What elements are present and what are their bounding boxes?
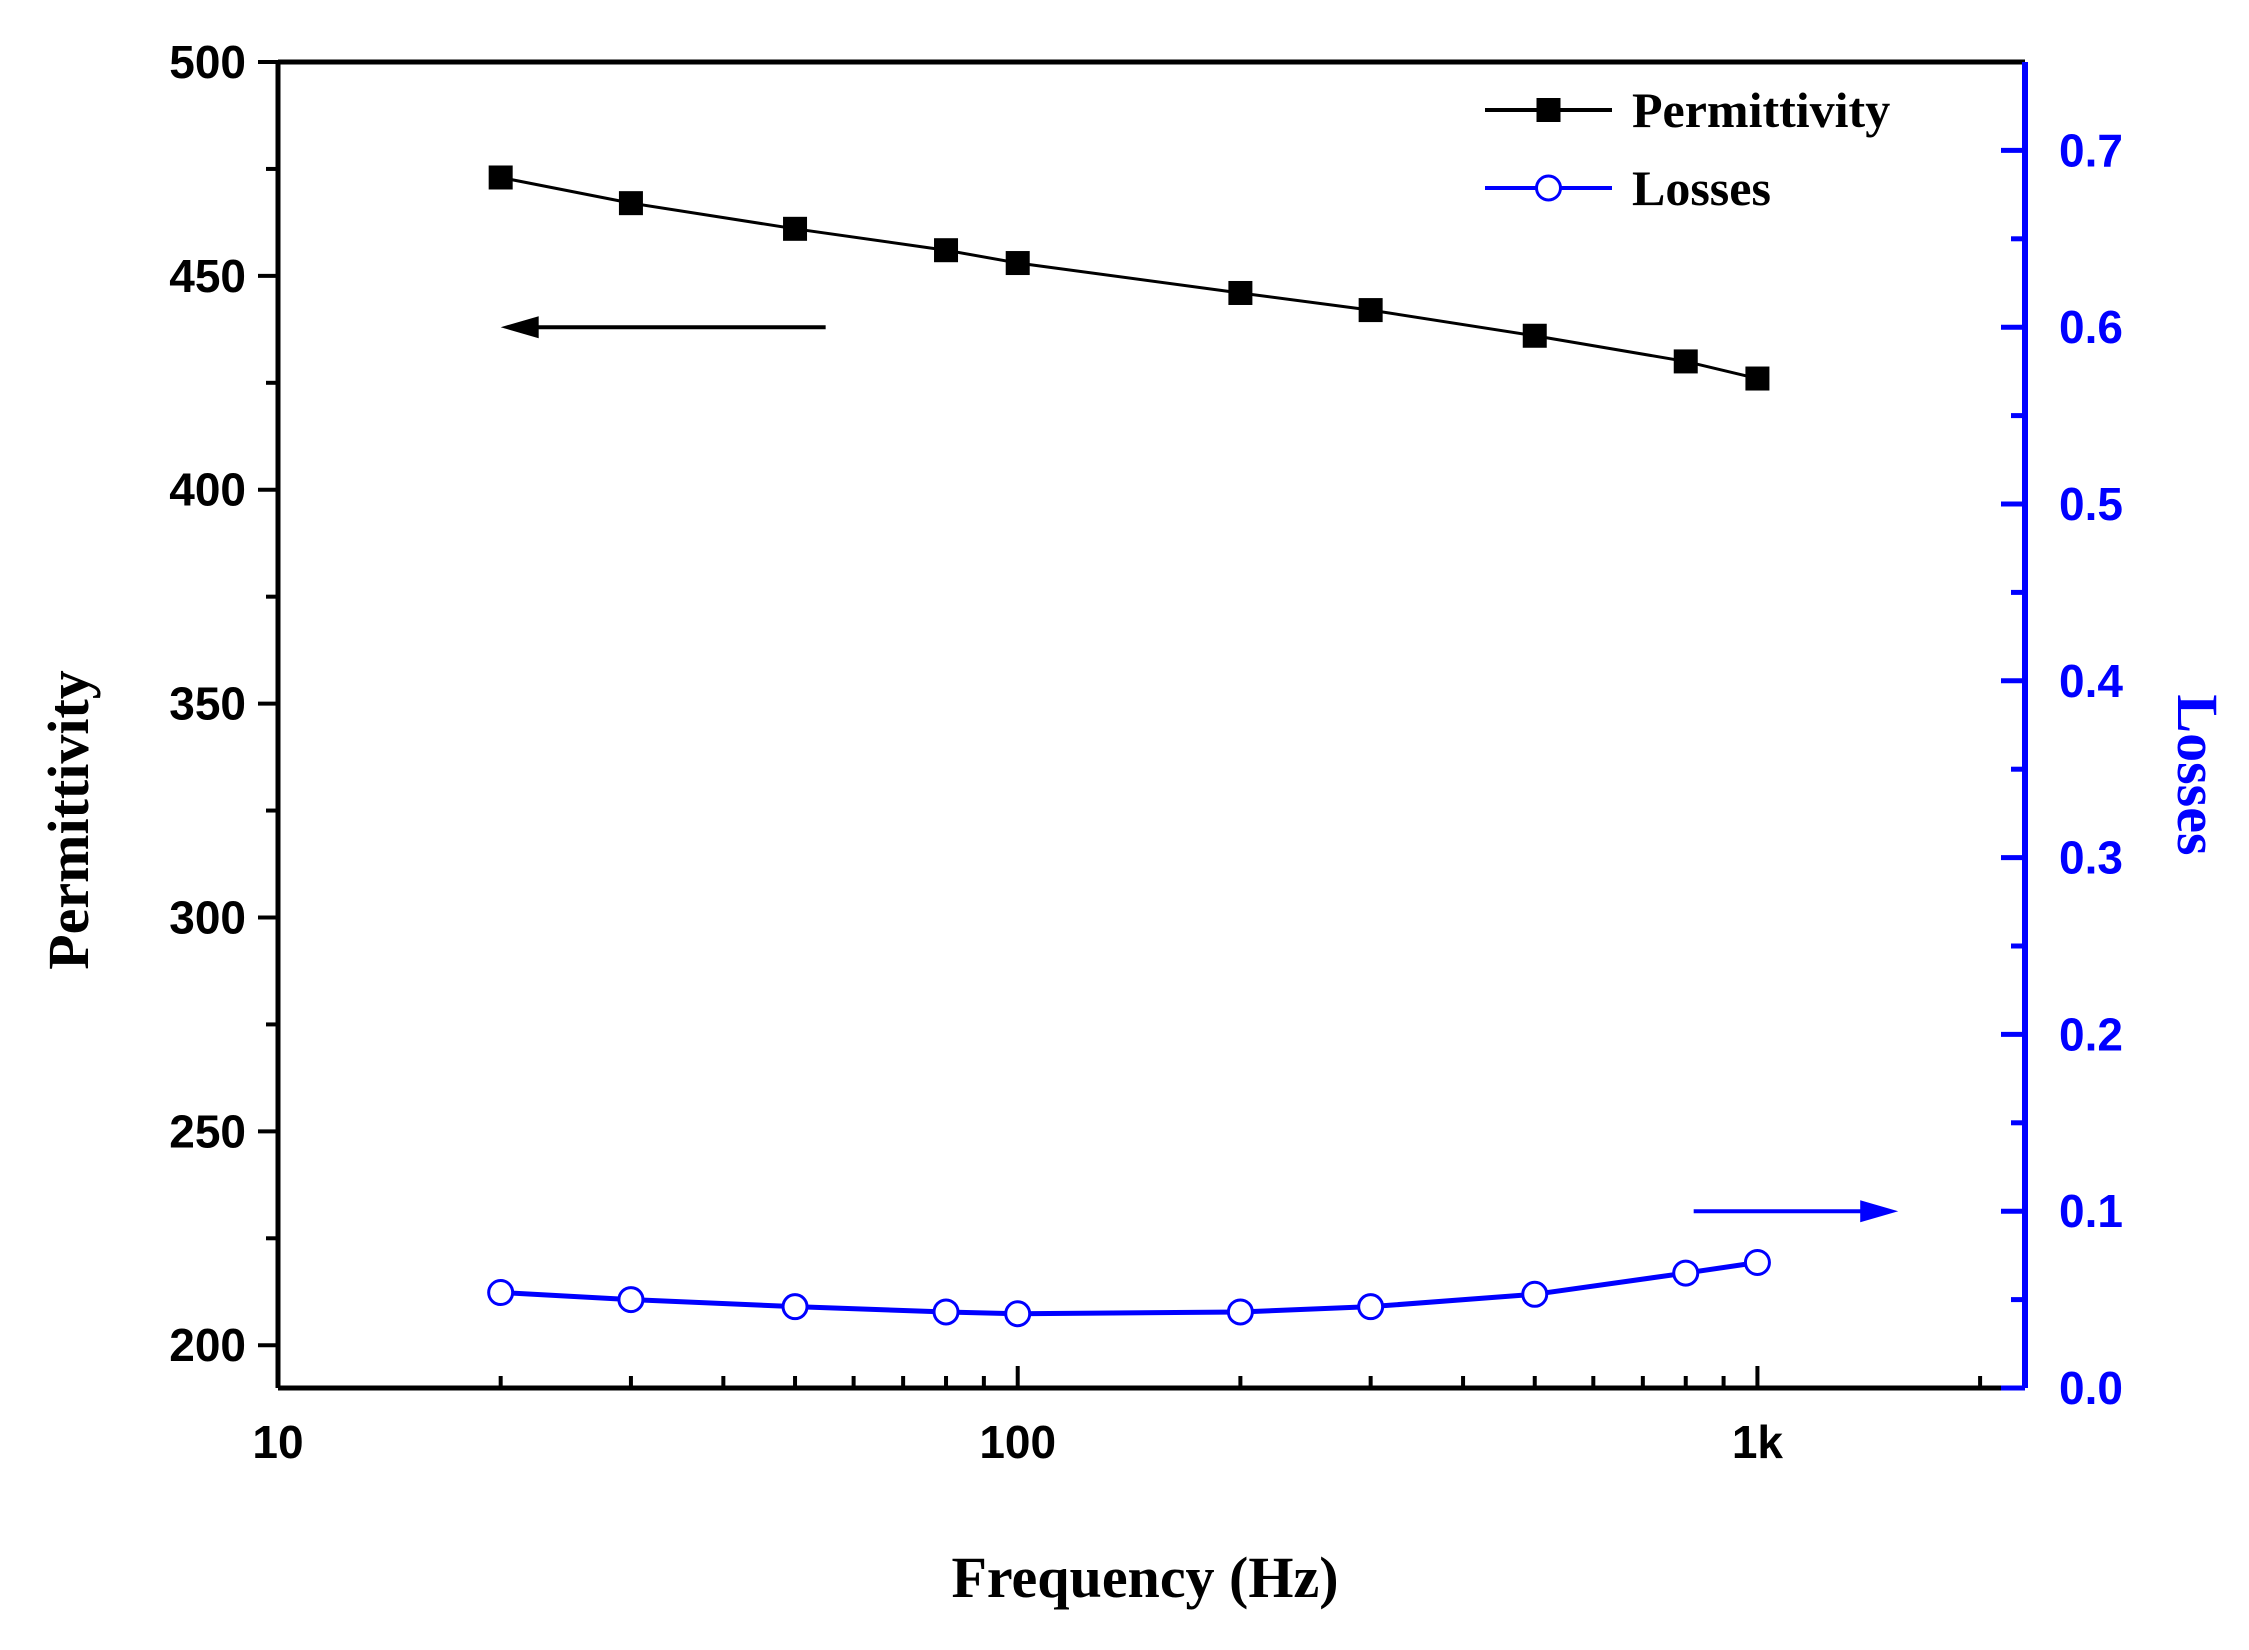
right-y-axis-title: Losses [2165,694,2230,855]
axes-layer: 10 100 1k 200 250 300 350 400 450 500 0.0 0.1 0.2 0.3… [169,36,2123,1468]
annotation-layer [500,316,1899,1223]
losses-point [1672,1259,1700,1287]
permittivity-point [1522,323,1547,348]
left-y-tick-label: 450 [169,250,246,302]
permittivity-point [934,238,959,263]
permittivity-point [488,165,513,190]
permittivity-point [1745,366,1770,391]
losses-arrow-head [1860,1200,1899,1223]
losses-series-line [500,1259,1758,1317]
right-y-tick-label: 0.3 [2059,832,2123,884]
permittivity-point [783,216,808,241]
permittivity-point [1005,251,1030,276]
right-y-tick-label: 0.0 [2059,1362,2123,1414]
legend-permittivity-label: Permittivity [1632,82,1890,138]
losses-point [1521,1280,1549,1308]
x-tick-label: 1k [1732,1416,1784,1468]
left-y-tick-label: 300 [169,891,246,943]
legend-losses-marker [1535,174,1562,202]
losses-point [1743,1248,1771,1276]
x-tick-label: 10 [252,1416,303,1468]
permittivity-series-line [500,176,1758,380]
right-y-tick-label: 0.5 [2059,478,2123,530]
losses-point [781,1293,809,1321]
x-axis-title: Frequency (Hz) [951,1545,1338,1610]
right-y-tick-label: 0.6 [2059,301,2123,353]
x-tick-label: 100 [979,1416,1056,1468]
losses-point [617,1286,645,1314]
left-y-tick-label: 400 [169,464,246,516]
right-y-tick-label: 0.4 [2059,655,2123,707]
series-layer [487,165,1771,1328]
left-y-tick-label: 500 [169,36,246,88]
permittivity-arrow-head [500,316,539,339]
permittivity-point [1228,280,1253,305]
losses-point [1004,1300,1032,1328]
permittivity-point [1358,298,1383,323]
left-y-axis-title: Permittivity [36,670,101,970]
losses-point [932,1298,960,1326]
legend-losses-label: Losses [1632,160,1771,216]
left-y-tick-label: 350 [169,678,246,730]
losses-point [1357,1293,1385,1321]
permittivity-point [1673,349,1698,374]
left-y-tick-label: 200 [169,1319,246,1371]
right-y-tick-label: 0.7 [2059,124,2123,176]
legend: Permittivity Losses [1485,82,1890,216]
losses-point [1226,1298,1254,1326]
right-y-tick-label: 0.2 [2059,1008,2123,1060]
permittivity-point [618,191,643,216]
left-y-tick-label: 250 [169,1105,246,1157]
losses-point [487,1279,515,1307]
legend-permittivity-marker [1536,98,1561,122]
right-y-tick-label: 0.1 [2059,1185,2123,1237]
